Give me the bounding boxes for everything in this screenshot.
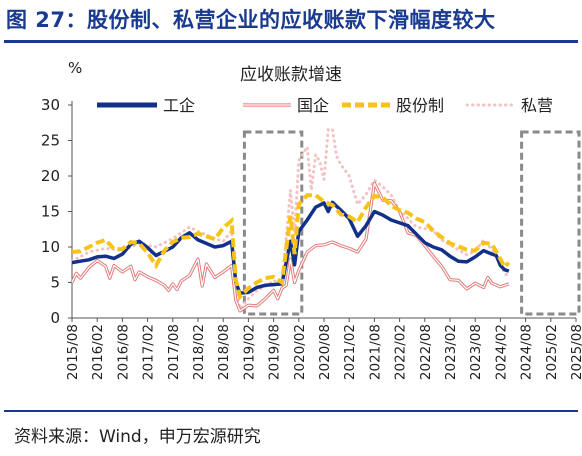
legend: 工企 国企 股份制 私营 xyxy=(97,96,553,115)
x-tick-label: 2021/08 xyxy=(367,324,383,380)
y-unit-label: % xyxy=(68,59,82,77)
x-tick-label: 2017/02 xyxy=(141,324,157,380)
x-tick-label: 2024/08 xyxy=(519,324,535,380)
x-tick-label: 2023/08 xyxy=(468,324,484,380)
y-tick-label: 30 xyxy=(41,96,60,114)
x-tick-label: 2018/02 xyxy=(191,324,207,380)
highlight-box xyxy=(520,130,581,316)
y-tick-label: 15 xyxy=(41,203,60,221)
source-note: 资料来源：Wind，申万宏源研究 xyxy=(14,427,261,447)
series-2-line xyxy=(71,193,511,301)
chart-title: 应收账款增速 xyxy=(240,65,342,85)
y-tick-label: 5 xyxy=(50,274,60,292)
x-tick-label: 2025/08 xyxy=(569,324,582,380)
highlight-box xyxy=(242,130,304,316)
x-tick-label: 2023/02 xyxy=(443,324,459,380)
x-tick-label: 2019/02 xyxy=(241,324,257,380)
x-tick-label: 2015/08 xyxy=(65,324,81,380)
legend-label: 工企 xyxy=(163,96,195,115)
x-tick-label: 2022/08 xyxy=(418,324,434,380)
series-3-line xyxy=(70,127,511,313)
source-divider xyxy=(4,410,578,412)
highlight-layer xyxy=(242,130,581,316)
x-tick-label: 2025/02 xyxy=(544,324,560,380)
series-layer xyxy=(70,127,511,313)
axes: 0 5 10 15 20 25 30 2015/08 2016/02 2016/08 2017/02… xyxy=(41,96,582,380)
y-tick-label: 25 xyxy=(41,132,60,150)
figure-title: 图 27：股份制、私营企业的应收账款下滑幅度较大 xyxy=(6,8,496,32)
x-tick-label: 2019/08 xyxy=(267,324,283,380)
x-tick-label: 2018/08 xyxy=(216,324,232,380)
x-tick-label: 2020/02 xyxy=(292,324,308,380)
series-0-line xyxy=(71,200,510,295)
title-underline xyxy=(4,40,578,43)
x-tick-label: 2020/08 xyxy=(317,324,333,380)
x-tick-label: 2016/02 xyxy=(90,324,106,380)
x-tick-label: 2016/08 xyxy=(115,324,131,380)
x-tick-label: 2021/02 xyxy=(342,324,358,380)
x-tick-label: 2022/02 xyxy=(393,324,409,380)
x-tick-label: 2024/02 xyxy=(493,324,509,380)
y-tick-label: 20 xyxy=(41,167,60,185)
y-tick-label: 10 xyxy=(41,238,60,256)
y-tick-label: 0 xyxy=(50,309,60,327)
series-1-line-inner xyxy=(71,182,509,312)
legend-label: 私营 xyxy=(521,96,553,115)
legend-label: 股份制 xyxy=(396,96,444,115)
x-tick-label: 2017/08 xyxy=(166,324,182,380)
legend-label: 国企 xyxy=(297,96,329,115)
